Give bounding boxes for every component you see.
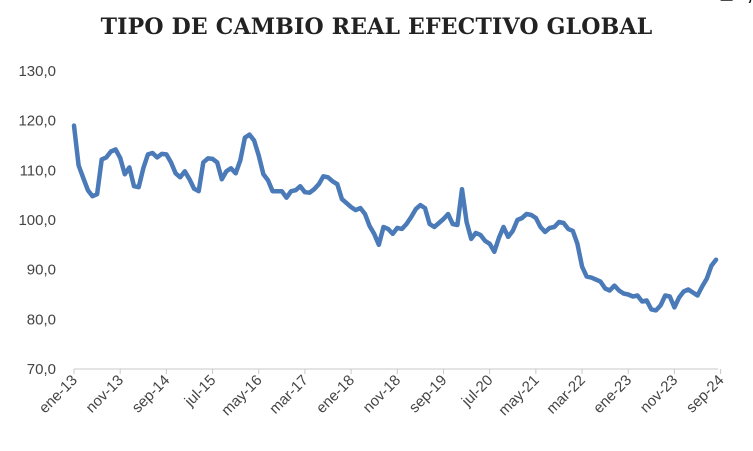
x-tick-label: sep-14 — [129, 372, 173, 416]
y-tick-label: 130,0 — [18, 63, 56, 80]
x-tick-label: nov-13 — [83, 372, 127, 416]
x-tick-label: nov-18 — [360, 372, 404, 416]
x-tick-label: ene-23 — [590, 372, 635, 417]
x-tick-label: may-21 — [495, 372, 542, 419]
x-tick-label: mar-22 — [543, 372, 589, 418]
y-tick-label: 110,0 — [20, 162, 56, 179]
x-tick-label: ene-18 — [313, 372, 358, 417]
x-tick-label: sep-19 — [406, 372, 450, 416]
y-tick-label: 80,0 — [27, 311, 56, 328]
y-tick-label: 70,0 — [27, 361, 56, 378]
series-line — [71, 123, 719, 313]
annotation-label: 92,0 — [726, 0, 753, 5]
chart-title: TIPO DE CAMBIO REAL EFECTIVO GLOBAL — [100, 14, 653, 40]
x-tick-label: may-16 — [218, 372, 265, 419]
x-tick-label: ene-13 — [36, 372, 81, 417]
x-tick-label: jul-15 — [181, 372, 220, 411]
x-tick-label: nov-23 — [637, 372, 681, 416]
x-tick-label: mar-17 — [266, 372, 312, 418]
x-tick-label: sep-24 — [683, 372, 727, 416]
x-tick-label: jul-20 — [458, 372, 497, 411]
y-tick-label: 90,0 — [27, 262, 56, 279]
y-tick-label: 120,0 — [18, 113, 56, 130]
y-tick-label: 100,0 — [18, 212, 56, 229]
